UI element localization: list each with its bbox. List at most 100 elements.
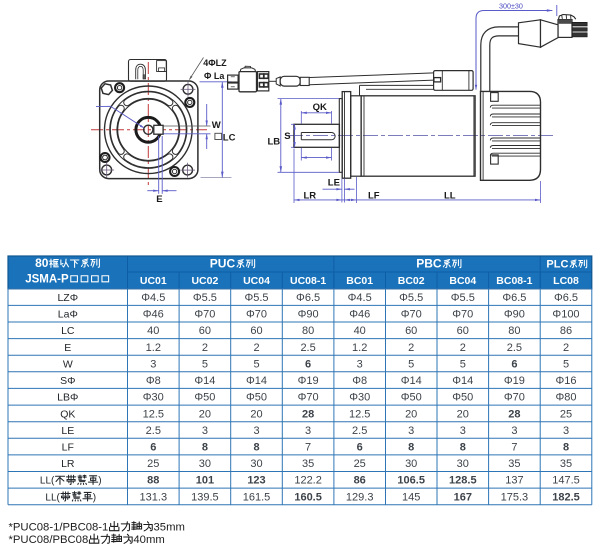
svg-text:2: 2 (563, 342, 569, 354)
svg-text:LC: LC (61, 325, 75, 337)
svg-text:6: 6 (357, 442, 363, 454)
svg-text:1.2: 1.2 (146, 342, 161, 354)
svg-text:137: 137 (505, 475, 523, 487)
svg-text:139.5: 139.5 (191, 491, 219, 503)
svg-text:5: 5 (253, 358, 259, 370)
svg-text:123: 123 (247, 475, 265, 487)
svg-text:Φ30: Φ30 (349, 392, 370, 404)
svg-text:E: E (156, 194, 162, 205)
svg-text:40mm: 40mm (133, 534, 164, 546)
svg-text:Φ4.5: Φ4.5 (348, 292, 372, 304)
svg-text:3: 3 (305, 425, 311, 437)
svg-text:Φ14: Φ14 (194, 375, 215, 387)
svg-text:167: 167 (454, 491, 472, 503)
svg-text:182.5: 182.5 (552, 491, 580, 503)
svg-text:30: 30 (250, 458, 262, 470)
svg-text:3: 3 (408, 425, 414, 437)
svg-text:8: 8 (253, 442, 259, 454)
svg-text:20: 20 (250, 408, 262, 420)
svg-text:LL: LL (444, 191, 456, 202)
svg-text:Φ50: Φ50 (452, 392, 473, 404)
svg-text:30: 30 (457, 458, 469, 470)
svg-text:161.5: 161.5 (243, 491, 271, 503)
svg-text:25: 25 (147, 458, 159, 470)
svg-text:3: 3 (563, 425, 569, 437)
svg-text:Φ70: Φ70 (194, 309, 215, 321)
svg-text:60: 60 (405, 325, 417, 337)
svg-text:7: 7 (511, 442, 517, 454)
svg-text:12.5: 12.5 (143, 408, 164, 420)
svg-text:Φ5.5: Φ5.5 (451, 292, 475, 304)
svg-text:3: 3 (202, 425, 208, 437)
svg-text:20: 20 (405, 408, 417, 420)
svg-text:7: 7 (305, 442, 311, 454)
svg-text:4ΦLZ: 4ΦLZ (203, 58, 227, 68)
svg-text:LR: LR (61, 458, 75, 470)
svg-text:3: 3 (511, 425, 517, 437)
svg-text:BC02: BC02 (398, 275, 425, 287)
svg-text:40: 40 (147, 325, 159, 337)
svg-text:LaΦ: LaΦ (58, 309, 78, 321)
svg-text:2.5: 2.5 (507, 342, 522, 354)
svg-text:Φ100: Φ100 (552, 309, 579, 321)
svg-text:Φ50: Φ50 (401, 392, 422, 404)
svg-text:BC01: BC01 (346, 275, 373, 287)
svg-text:LE: LE (328, 177, 340, 188)
svg-text:25: 25 (560, 408, 572, 420)
svg-text:SΦ: SΦ (60, 375, 75, 387)
svg-text:W: W (212, 120, 221, 131)
svg-text:35: 35 (302, 458, 314, 470)
svg-text:8: 8 (408, 442, 414, 454)
svg-text:2: 2 (202, 342, 208, 354)
svg-text:3: 3 (357, 358, 363, 370)
svg-text:129.3: 129.3 (346, 491, 374, 503)
svg-text:Φ46: Φ46 (143, 309, 164, 321)
svg-text:80: 80 (35, 256, 49, 270)
svg-text:LC08: LC08 (553, 275, 579, 287)
svg-text:LB: LB (268, 136, 281, 147)
svg-text:LE: LE (61, 425, 74, 437)
svg-text:Φ90: Φ90 (504, 309, 525, 321)
svg-text:LBΦ: LBΦ (57, 392, 78, 404)
svg-text:60: 60 (457, 325, 469, 337)
svg-text:6: 6 (511, 358, 517, 370)
svg-text:E: E (64, 342, 71, 354)
svg-text:8: 8 (202, 442, 208, 454)
svg-text:*PUC08-1/PBC08-1: *PUC08-1/PBC08-1 (9, 521, 109, 533)
svg-text:2: 2 (460, 342, 466, 354)
svg-text:2: 2 (253, 342, 259, 354)
svg-text:3: 3 (460, 425, 466, 437)
svg-text:131.3: 131.3 (140, 491, 168, 503)
svg-text:30: 30 (199, 458, 211, 470)
svg-text:88: 88 (147, 475, 159, 487)
svg-text:28: 28 (508, 408, 520, 420)
svg-text:3: 3 (150, 358, 156, 370)
svg-text:25: 25 (354, 458, 366, 470)
svg-text:Φ5.5: Φ5.5 (244, 292, 268, 304)
svg-text:*PUC08/PBC08: *PUC08/PBC08 (9, 534, 89, 546)
svg-text:PBC: PBC (416, 256, 442, 270)
svg-text:LF: LF (62, 442, 74, 454)
svg-text:122.2: 122.2 (294, 475, 322, 487)
svg-text:300±30: 300±30 (499, 2, 523, 11)
svg-text:1.2: 1.2 (352, 342, 367, 354)
svg-text:Φ6.5: Φ6.5 (554, 292, 578, 304)
svg-text:W: W (63, 358, 73, 370)
svg-text:Φ La: Φ La (204, 71, 225, 81)
svg-text:20: 20 (457, 408, 469, 420)
svg-text:2: 2 (408, 342, 414, 354)
svg-text:): ) (98, 476, 101, 487)
svg-text:35: 35 (560, 458, 572, 470)
svg-text:Φ70: Φ70 (452, 309, 473, 321)
svg-text:160.5: 160.5 (294, 491, 322, 503)
svg-text:Φ14: Φ14 (246, 375, 267, 387)
svg-text:Φ70: Φ70 (504, 392, 525, 404)
svg-text:8: 8 (563, 442, 569, 454)
svg-text:2.5: 2.5 (146, 425, 161, 437)
svg-text:LZΦ: LZΦ (57, 292, 78, 304)
svg-text:40: 40 (354, 325, 366, 337)
svg-text:BC04: BC04 (449, 275, 476, 287)
svg-text:2.5: 2.5 (352, 425, 367, 437)
svg-text:6: 6 (305, 358, 311, 370)
svg-text:106.5: 106.5 (397, 475, 425, 487)
